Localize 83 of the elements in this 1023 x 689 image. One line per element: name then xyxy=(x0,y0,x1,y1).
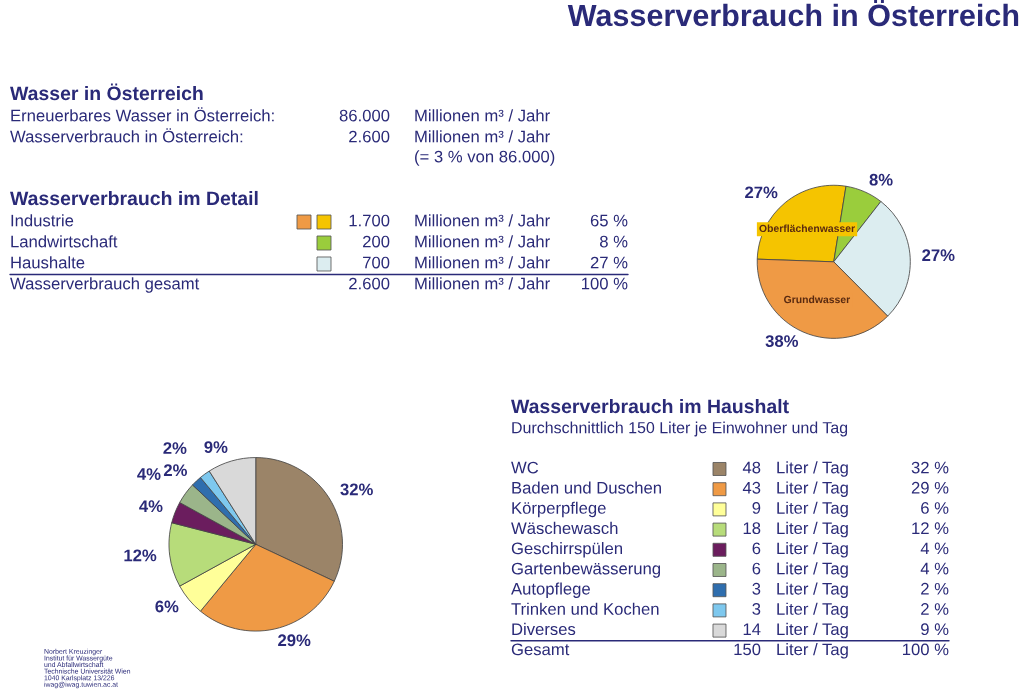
text: Wasserverbrauch im Haushalt xyxy=(511,398,789,414)
data-label: 27% xyxy=(745,186,778,199)
text: Landwirtschaft xyxy=(11,235,118,248)
data-label: 4% xyxy=(137,468,161,480)
text: 2 % xyxy=(921,582,949,595)
text: Körperpflege xyxy=(512,501,606,518)
text: Liter / Tag xyxy=(777,643,848,659)
text: Gartenbewässerung xyxy=(511,562,661,578)
text: Millionen m³ / Jahr xyxy=(415,277,550,290)
text: 4 % xyxy=(920,542,949,555)
text: 48 xyxy=(742,461,761,474)
text: 12 % xyxy=(912,522,949,535)
text: 29 % xyxy=(911,481,949,494)
text: 4 % xyxy=(920,562,949,575)
text: Millionen m³ / Jahr xyxy=(415,214,550,227)
data-label: 29% xyxy=(278,634,311,647)
data-label: 9% xyxy=(204,441,228,453)
text: Haushalte xyxy=(11,256,85,269)
text: 9 xyxy=(752,502,761,514)
text: Geschirrspülen xyxy=(511,542,622,558)
text: 2.600 xyxy=(349,130,390,143)
text: 43 xyxy=(742,481,761,494)
text: 3 xyxy=(752,582,761,595)
text: Industrie xyxy=(11,214,74,227)
text: Wasserverbrauch gesamt xyxy=(10,277,200,293)
text: Liter / Tag xyxy=(777,461,848,477)
text: 100 % xyxy=(582,277,628,290)
text: Liter / Tag xyxy=(777,481,848,497)
text: Liter / Tag xyxy=(777,501,848,518)
text: (= 3 % von 86.000) xyxy=(415,150,555,166)
text: Liter / Tag xyxy=(777,562,848,578)
text: Liter / Tag xyxy=(777,542,848,558)
text: 2.600 xyxy=(349,277,390,290)
text: WC xyxy=(511,461,539,474)
text: Liter / Tag xyxy=(777,622,848,639)
data-label: 4% xyxy=(139,500,163,513)
data-label: 27% xyxy=(922,249,955,262)
text: 3 xyxy=(752,603,761,615)
text: Trinken und Kochen xyxy=(511,602,659,615)
text: 6 % xyxy=(921,502,949,514)
data-label: 12% xyxy=(124,549,157,562)
text: Liter / Tag xyxy=(777,521,848,538)
text: Wasser in Österreich xyxy=(10,83,203,101)
slice-label: Grundwasser xyxy=(784,295,851,304)
text: Wasserverbrauch im Detail xyxy=(10,190,258,206)
text: 18 xyxy=(743,522,761,535)
text: Millionen m³ / Jahr xyxy=(415,109,550,122)
data-label: 8% xyxy=(869,173,893,186)
text: 150 xyxy=(734,643,761,656)
text: 100 % xyxy=(903,643,949,656)
text: Wasserverbrauch in Österreich: xyxy=(10,128,243,143)
text: 65 % xyxy=(590,214,628,227)
text: 27 % xyxy=(590,256,628,269)
text: Durchschnittlich 150 Liter je Einwohner und Tag xyxy=(512,421,848,437)
text: Millionen m³ / Jahr xyxy=(415,235,550,248)
data-label: 32% xyxy=(340,483,373,496)
text: 14 xyxy=(743,623,761,635)
text: 700 xyxy=(363,256,390,269)
text: Liter / Tag xyxy=(777,582,848,598)
data-label: 2% xyxy=(163,464,188,477)
text: Gesamt xyxy=(511,643,570,656)
text: Wasserverbrauch in Österreich xyxy=(567,0,1019,27)
data-label: 38% xyxy=(765,335,799,347)
text: Baden und Duschen xyxy=(512,481,661,494)
text: 8 % xyxy=(600,235,628,248)
text: 86.000 xyxy=(339,109,390,122)
text: 9 % xyxy=(921,623,949,636)
text: Millionen m³ / Jahr xyxy=(415,256,550,269)
text: 32 % xyxy=(911,461,949,474)
text: 2 % xyxy=(921,603,949,615)
text: Autopflege xyxy=(511,582,590,598)
data-label: 6% xyxy=(155,600,179,613)
slice-label: Oberflächenwasser xyxy=(759,224,855,233)
text: Millionen m³ / Jahr xyxy=(415,130,550,143)
text: 6 xyxy=(752,542,761,555)
data-label: 2% xyxy=(163,442,187,454)
text: 6 xyxy=(752,562,761,575)
text: Erneuerbares Wasser in Österreich: xyxy=(11,107,274,122)
text: 200 xyxy=(363,235,390,248)
text: Diverses xyxy=(512,622,576,636)
text: Liter / Tag xyxy=(777,602,848,619)
text: 1.700 xyxy=(349,214,390,227)
text: Wäschewasch xyxy=(511,521,618,535)
